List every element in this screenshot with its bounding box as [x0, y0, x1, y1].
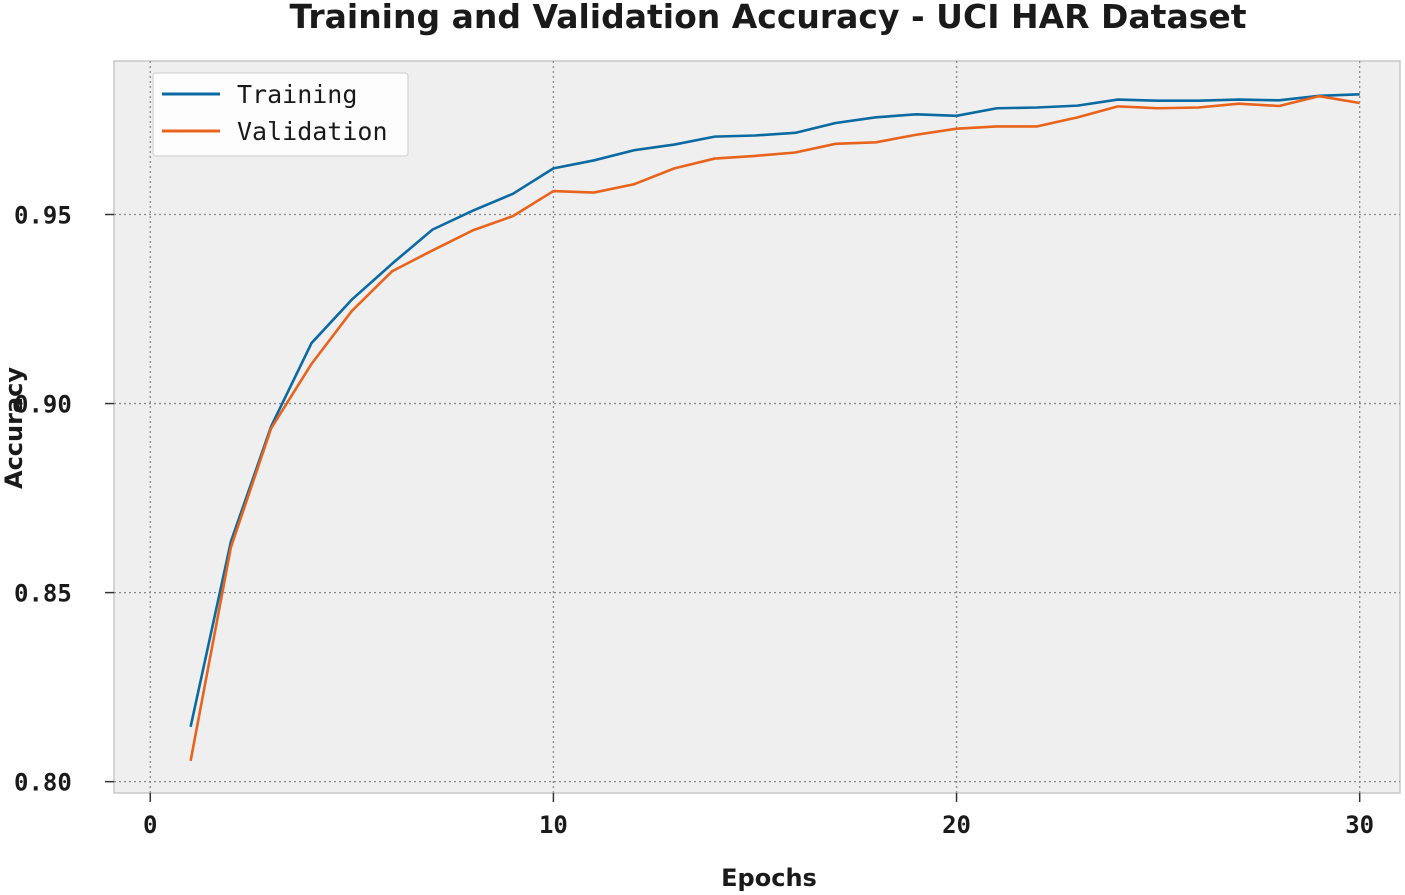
series-line-validation	[189, 94, 1360, 762]
series-line-training	[189, 92, 1360, 728]
y-tick-label: 0.95	[14, 202, 72, 230]
x-tick-label: 10	[539, 811, 568, 839]
axis-ticks: 0 10 20 30 0.80 0.85 0.90 0.95	[14, 202, 1374, 839]
series-lines	[189, 92, 1360, 762]
x-axis-label: Epochs	[721, 864, 817, 892]
x-tick-label: 30	[1345, 811, 1374, 839]
y-axis-label: Accuracy	[0, 367, 28, 489]
y-tick-label: 0.80	[14, 769, 72, 797]
legend: Training Validation	[152, 72, 409, 157]
x-tick-label: 20	[942, 811, 971, 839]
x-tick-label: 0	[143, 811, 157, 839]
chart-title: Training and Validation Accuracy - UCI H…	[289, 0, 1246, 36]
plot-area	[113, 60, 1401, 794]
legend-label-validation: Validation	[237, 117, 388, 146]
grid-lines	[114, 61, 1400, 793]
legend-label-training: Training	[237, 80, 357, 109]
y-tick-label: 0.85	[14, 580, 72, 608]
y-tick-label: 0.90	[14, 391, 72, 419]
